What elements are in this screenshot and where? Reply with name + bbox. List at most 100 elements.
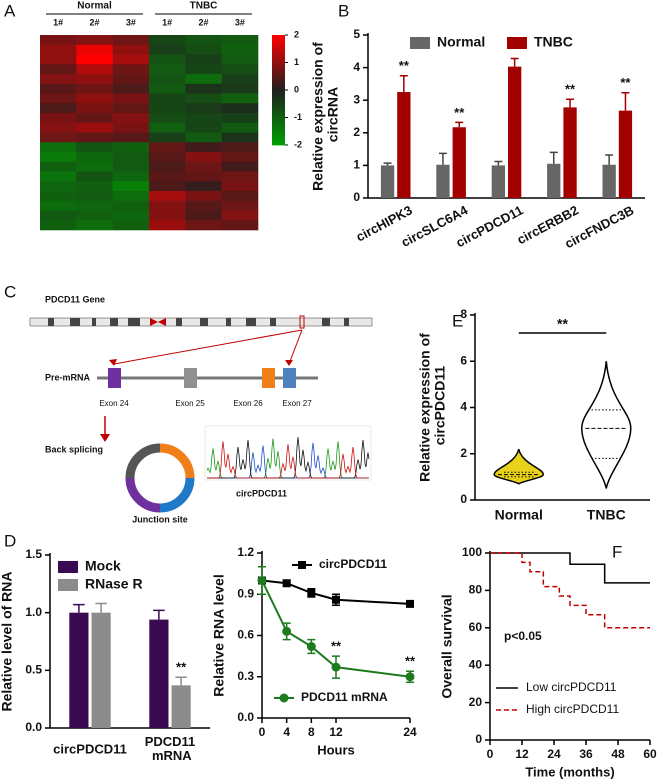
colorbar-tick-label: 2 xyxy=(294,29,299,39)
colorbar-step xyxy=(272,76,285,80)
heatmap-cell xyxy=(76,35,113,46)
exon-label: Exon 27 xyxy=(282,399,312,408)
heatmap-cell xyxy=(185,152,222,163)
colorbar-step xyxy=(272,101,285,105)
colorbar-step xyxy=(272,68,285,72)
marker xyxy=(257,576,267,585)
y-tick-label: 0 xyxy=(475,732,482,746)
colorbar-step xyxy=(272,131,285,135)
heatmap-cell xyxy=(112,122,150,133)
legend-swatch xyxy=(58,561,78,573)
y-axis-label: Overall survival xyxy=(439,594,455,698)
y-tick-label: 1.2 xyxy=(237,545,254,559)
heatmap-cell xyxy=(221,200,259,211)
arrowhead xyxy=(100,434,110,442)
y-tick-label: 60 xyxy=(469,620,483,634)
column-label: 3# xyxy=(235,17,245,27)
heatmap-cell xyxy=(76,44,113,55)
column-label: 2# xyxy=(198,17,208,27)
error-bar xyxy=(549,151,558,164)
heatmap-cell xyxy=(40,181,77,192)
heatmap-cell xyxy=(185,35,222,46)
legend-swatch xyxy=(58,579,78,591)
exon-label: Exon 24 xyxy=(99,399,129,408)
heatmap-cell xyxy=(76,181,113,192)
heatmap-cell xyxy=(40,113,77,124)
heatmap-cell xyxy=(149,152,186,163)
y-tick-label: 4 xyxy=(460,400,467,414)
significance: ** xyxy=(454,105,465,120)
bar xyxy=(508,66,522,198)
chromatogram-trace xyxy=(207,437,370,479)
heatmap-cell xyxy=(40,54,77,65)
column-label: 1# xyxy=(53,17,63,27)
error-bar xyxy=(95,602,107,613)
heatmap-cell xyxy=(40,210,77,221)
legend-marker xyxy=(298,561,306,569)
heatmap-cell xyxy=(76,83,113,94)
colorbar-step xyxy=(272,92,285,96)
heatmap-cell xyxy=(112,35,150,46)
heatmap-cell xyxy=(149,161,186,172)
error-bar xyxy=(621,91,630,111)
heatmap-cell xyxy=(221,64,259,75)
x-axis-label: Hours xyxy=(317,742,355,757)
y-axis-label: Relative RNA level xyxy=(211,574,227,696)
x-tick-label: 60 xyxy=(643,747,657,761)
marker xyxy=(282,626,292,636)
legend-label: RNase R xyxy=(85,576,143,592)
colorbar-step xyxy=(272,103,285,107)
legend-label: High circPDCD11 xyxy=(526,702,619,716)
colorbar-step xyxy=(272,37,285,41)
y-axis-label: Relative expression of circRNA xyxy=(309,42,340,191)
heatmap-cell xyxy=(112,171,150,182)
legend-label: Mock xyxy=(85,558,121,574)
colorbar-step xyxy=(272,40,285,44)
y-tick-label: 0.0 xyxy=(237,710,254,724)
error-bar xyxy=(494,160,503,166)
heatmap-cell xyxy=(221,132,259,143)
error-bar xyxy=(73,603,85,613)
y-axis-label: Relative level of RNA xyxy=(0,571,15,711)
heatmap-cell xyxy=(76,152,113,163)
colorbar-step xyxy=(272,90,285,94)
locus-marker xyxy=(299,315,305,329)
heatmap-cell xyxy=(76,171,113,182)
marker xyxy=(405,672,415,682)
heatmap-cell xyxy=(149,35,186,46)
y-tick-label: 40 xyxy=(469,657,483,671)
legend-label: TNBC xyxy=(534,34,573,50)
heatmap-cell xyxy=(221,210,259,221)
circ-label: circPDCD11 xyxy=(236,488,287,498)
error-bar xyxy=(399,75,408,93)
colorbar-step xyxy=(272,43,285,47)
colorbar-step xyxy=(272,70,285,74)
heatmap-cell xyxy=(185,83,222,94)
y-tick-label: 2 xyxy=(460,446,467,460)
significance: ** xyxy=(620,75,631,90)
heatmap-cell xyxy=(221,152,259,163)
heatmap-cell xyxy=(112,64,150,75)
centromere xyxy=(150,318,166,326)
colorbar-step xyxy=(272,95,285,99)
colorbar-step xyxy=(272,117,285,121)
colorbar-tick-label: 0 xyxy=(294,84,299,94)
y-tick-label: 0.0 xyxy=(25,720,42,734)
heatmap-cell xyxy=(149,191,186,202)
heatmap-cell xyxy=(185,161,222,172)
legend-swatch xyxy=(410,37,430,49)
heatmap-cell xyxy=(76,191,113,202)
heatmap-cell xyxy=(40,44,77,55)
heatmap-cell xyxy=(185,132,222,143)
y-axis-label: Relative expression of circPDCD11 xyxy=(416,333,447,482)
y-tick-label: 80 xyxy=(469,583,483,597)
heatmap-cell xyxy=(40,83,77,94)
colorbar-step xyxy=(272,120,285,124)
heatmap-cell xyxy=(40,74,77,85)
heatmap-cell xyxy=(185,122,222,133)
survival-curve xyxy=(490,552,650,584)
heatmap-cell xyxy=(149,74,186,85)
zoom-line xyxy=(113,329,303,365)
heatmap-cell xyxy=(149,171,186,182)
colorbar-step xyxy=(272,128,285,132)
